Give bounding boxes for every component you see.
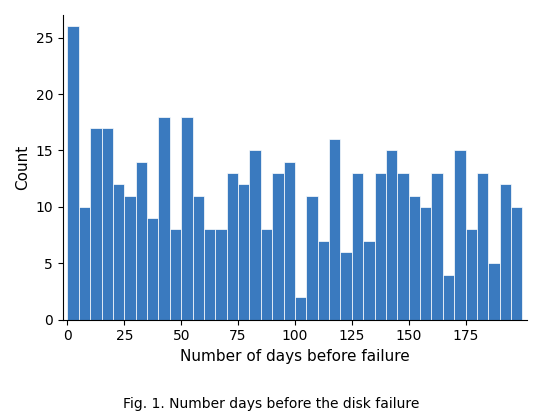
Bar <box>488 263 500 320</box>
Bar <box>249 150 261 320</box>
Y-axis label: Count: Count <box>15 145 30 190</box>
Bar <box>158 117 170 320</box>
Bar <box>215 229 227 320</box>
Bar <box>397 173 409 320</box>
Bar <box>113 184 124 320</box>
Bar <box>329 139 340 320</box>
Bar <box>511 207 522 320</box>
Bar <box>500 184 511 320</box>
Bar <box>67 26 79 320</box>
Bar <box>477 173 488 320</box>
Bar <box>101 128 113 320</box>
Bar <box>227 173 238 320</box>
Bar <box>124 196 136 320</box>
Bar <box>352 173 363 320</box>
Bar <box>261 229 272 320</box>
Bar <box>386 150 397 320</box>
Bar <box>409 196 420 320</box>
Bar <box>170 229 181 320</box>
Bar <box>204 229 215 320</box>
Bar <box>466 229 477 320</box>
Bar <box>363 241 375 320</box>
Bar <box>192 196 204 320</box>
Bar <box>147 218 158 320</box>
Bar <box>238 184 249 320</box>
Text: Fig. 1. Number days before the disk failure: Fig. 1. Number days before the disk fail… <box>123 397 419 411</box>
Bar <box>443 275 454 320</box>
Bar <box>420 207 431 320</box>
Bar <box>283 162 295 320</box>
Bar <box>454 150 466 320</box>
Bar <box>318 241 329 320</box>
Bar <box>181 117 192 320</box>
Bar <box>431 173 443 320</box>
Bar <box>90 128 101 320</box>
Bar <box>272 173 283 320</box>
Bar <box>306 196 318 320</box>
Bar <box>136 162 147 320</box>
Bar <box>340 252 352 320</box>
Bar <box>79 207 90 320</box>
Bar <box>375 173 386 320</box>
X-axis label: Number of days before failure: Number of days before failure <box>180 349 410 364</box>
Bar <box>295 297 306 320</box>
